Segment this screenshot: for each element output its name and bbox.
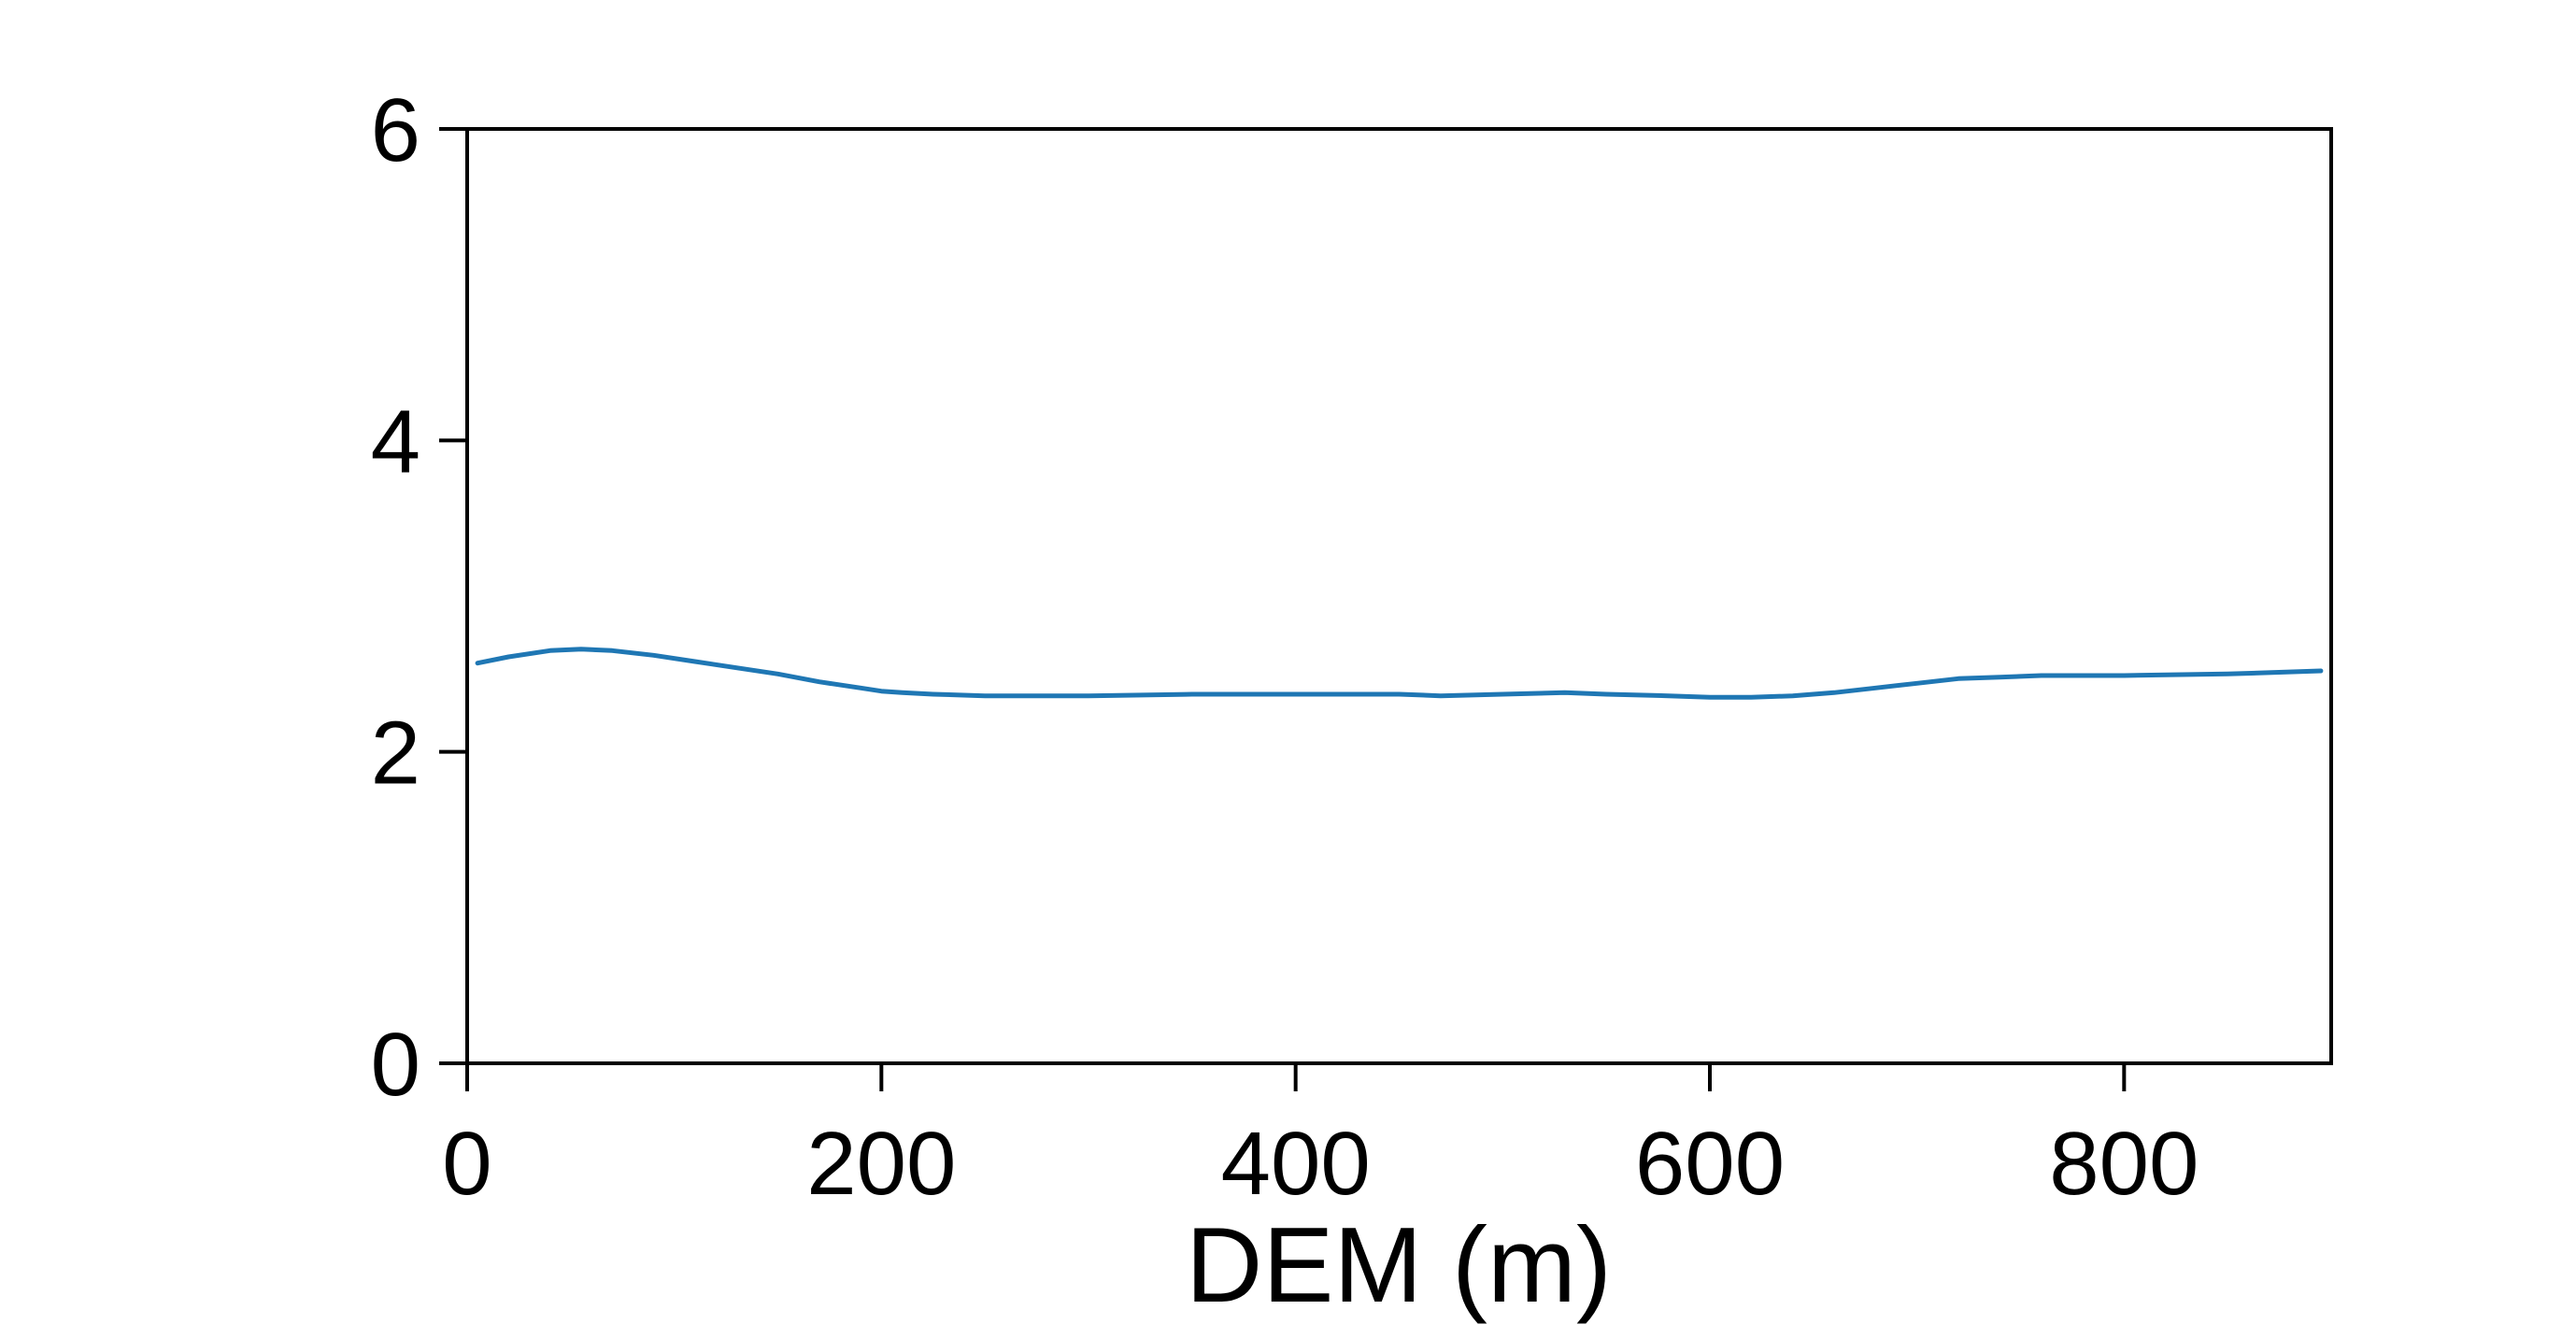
x-axis-label: DEM (m) — [1186, 1206, 1612, 1324]
series-layer — [475, 647, 2324, 700]
x-tick-label: 200 — [806, 1114, 956, 1214]
plot-frame — [465, 127, 2333, 1065]
x-axis-ticks: 0 200 400 600 800 — [442, 1063, 2199, 1214]
x-tick-label: 600 — [1635, 1114, 1785, 1214]
x-tick-label: 0 — [442, 1114, 491, 1214]
y-axis-ticks: 0 2 4 6 — [371, 80, 467, 1115]
y-tick-label: 4 — [371, 392, 420, 491]
series-line-0 — [475, 647, 2324, 700]
y-tick-label: 6 — [371, 80, 420, 180]
x-tick-label: 400 — [1221, 1114, 1371, 1214]
y-tick-label: 0 — [371, 1015, 420, 1115]
y-tick-label: 2 — [371, 704, 420, 804]
x-tick-label: 800 — [2049, 1114, 2199, 1214]
